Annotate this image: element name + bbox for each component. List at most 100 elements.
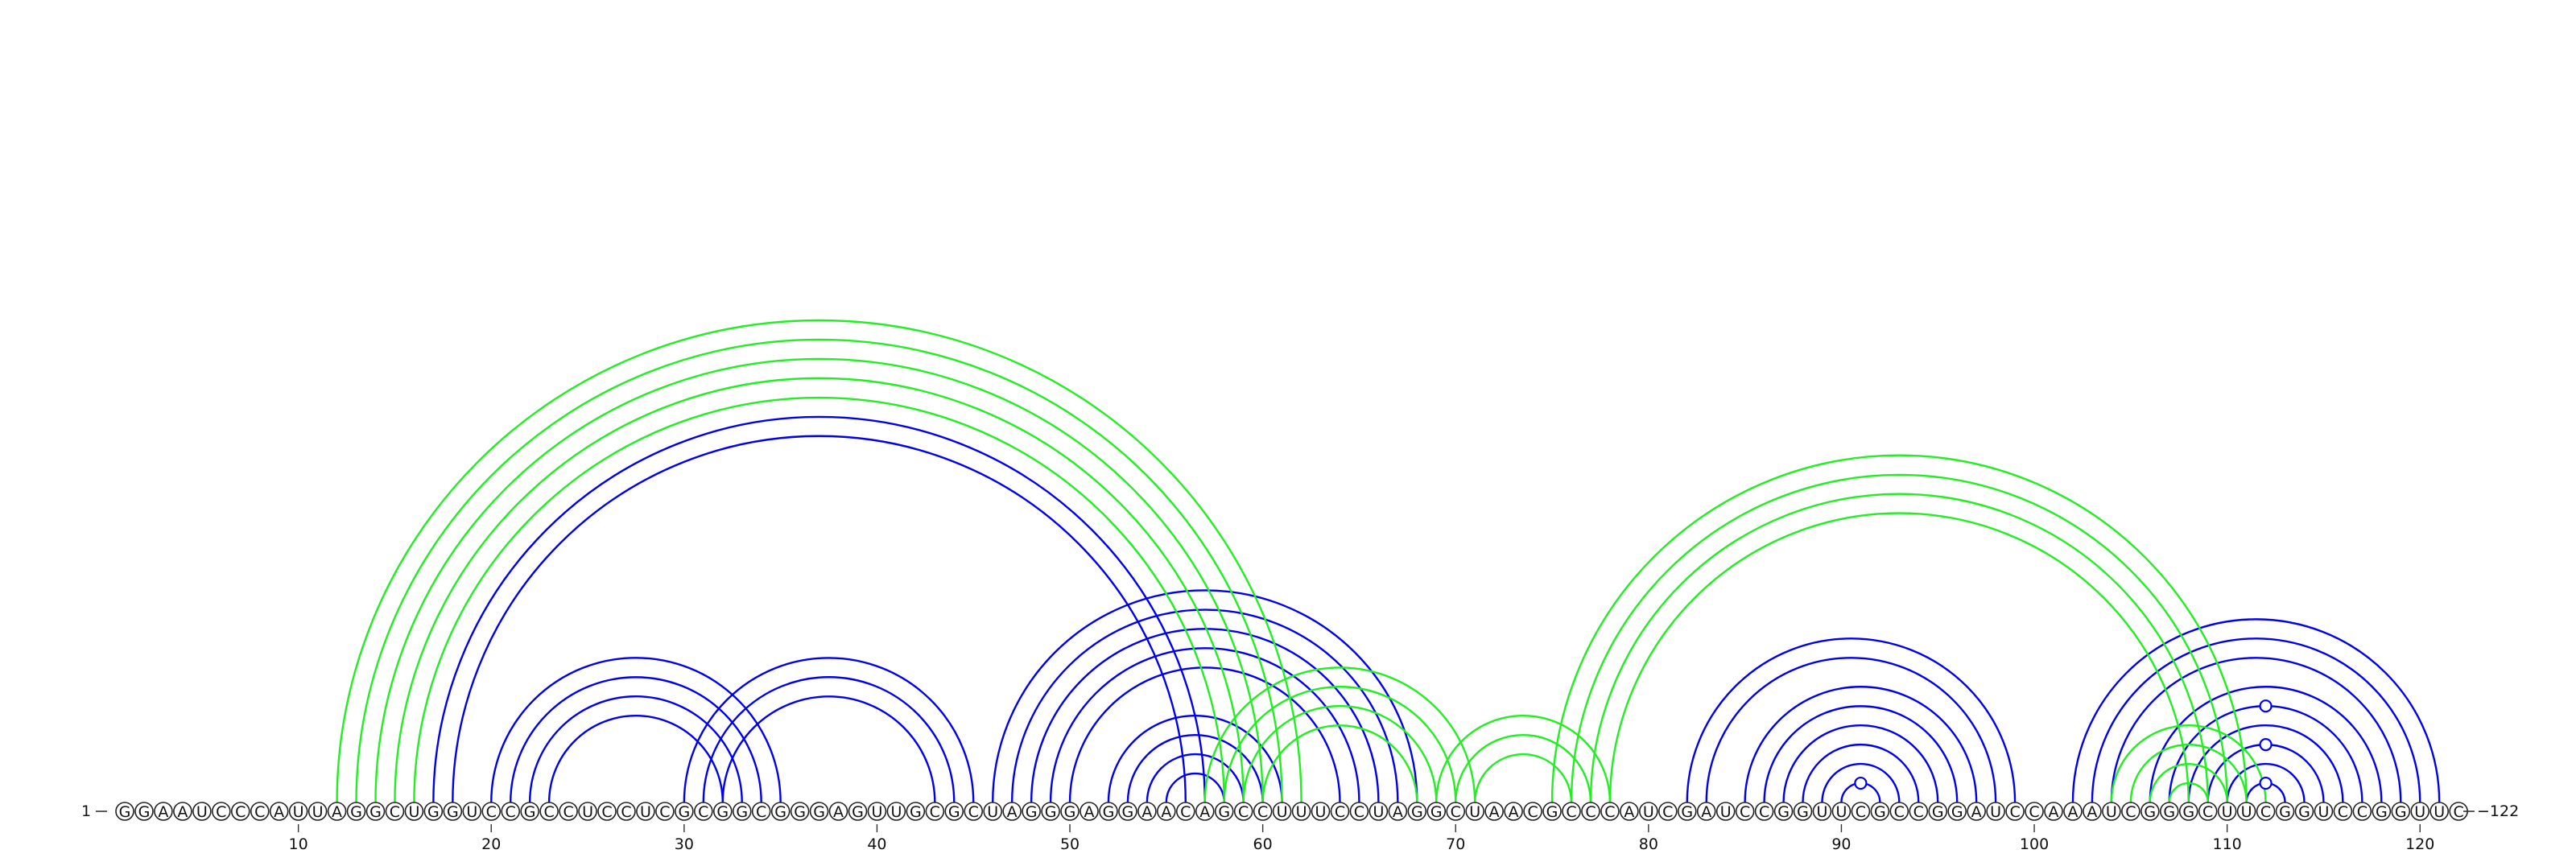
nucleotide-letter: A [1161,803,1171,821]
nucleotide-circle [1754,802,1774,821]
base-pair-arc-green [1261,724,1418,803]
nucleotide-letter: C [216,803,226,821]
nucleotide-circle [2044,802,2063,821]
nucleotide-circle [1060,802,1080,821]
nucleotide-circle [1562,802,1581,821]
nucleotide-letter: G [1045,803,1057,821]
nucleotide-circle [1735,802,1755,821]
nucleotide-letter: C [2260,803,2271,821]
nucleotide-letter: U [2414,803,2425,821]
base-pair-arc-blue [992,589,1418,803]
tick-label: 110 [2213,835,2242,853]
loop-markers [1854,699,2273,790]
nucleotide-circle [867,802,887,821]
nucleotide-circle [1233,802,1253,821]
nucleotide-letter: G [119,803,131,821]
nucleotide-circle [1080,802,1099,821]
base-pair-arc-green [1608,512,2190,803]
base-pair-arc-blue [1068,666,1341,803]
nucleotide-circle [1311,802,1331,821]
nucleotide-letter: C [1662,803,1673,821]
nucleotide-letter: U [582,803,593,821]
nucleotide-circle [964,802,984,821]
nucleotide-letter: G [813,803,825,821]
base-pair-arc-blue [1705,657,1997,803]
nucleotide-letter: A [1393,803,1403,821]
nucleotide-letter: G [852,803,864,821]
nucleotide-circle [423,802,444,821]
base-pair-arc-blue [432,415,1206,803]
nucleotide-letter: G [2298,803,2310,821]
nucleotide-letter: C [2454,803,2464,821]
nucleotide-circle [1002,802,1022,821]
tick-label: 30 [675,835,694,853]
loop-marker [2259,776,2273,790]
nucleotide-letter: A [1971,803,1982,821]
nucleotide-letter: A [332,803,342,821]
nucleotide-letter: A [1141,803,1152,821]
nucleotide-letter: C [2357,803,2368,821]
nucleotide-circle [944,802,964,821]
nucleotide-circle [539,802,559,821]
nucleotide-circle [1118,802,1137,821]
nucleotide-circle [1889,802,1909,821]
nucleotide-circle [1620,802,1639,821]
nucleotide-circle [154,802,173,821]
nucleotide-letter: U [2106,803,2117,821]
nucleotide-circle [1600,802,1620,821]
base-pair-arc-blue [721,695,936,803]
nucleotide-letter: G [427,803,440,821]
nucleotide-letter: C [1585,803,1596,821]
nucleotide-letter: C [1180,803,1191,821]
start-position-label: 1 [81,802,91,820]
nucleotide-letter: G [1777,803,1790,821]
nucleotide-circle [790,802,810,821]
nucleotide-circle [1504,802,1523,821]
nucleotide-letter: G [2182,803,2194,821]
nucleotide-letter: C [621,803,631,821]
nucleotide-letter: A [158,803,168,821]
base-pair-arc-blue [2091,637,2421,803]
nucleotide-circle [2314,802,2334,821]
base-pair-arc-green [355,338,1283,803]
nucleotide-circle [1099,802,1118,821]
nucleotide-circle [443,802,463,821]
tick-label: 90 [1831,835,1851,853]
base-pair-arc-green [1242,705,1438,803]
nucleotide-circle [1137,802,1157,821]
nucleotide-circle [2083,802,2102,821]
nucleotide-letter: G [2395,803,2407,821]
nucleotide-letter: C [543,803,554,821]
nucleotide-circle [655,802,675,821]
base-pair-arc-blue [1782,724,1939,803]
nucleotide-circle [2198,802,2218,821]
tick-label: 50 [1060,835,1080,853]
nucleotide-letter: U [1277,803,1288,821]
nucleotide-circle [1349,802,1369,821]
nucleotide-circle [1195,802,1215,821]
nucleotide-circle [2159,802,2179,821]
nucleotide-letter: G [910,803,922,821]
base-pair-arc-green [394,377,1245,803]
nucleotide-letter: G [1103,803,1115,821]
nucleotide-circle [2333,802,2353,821]
nucleotide-letter: C [1856,803,1866,821]
nucleotide-circle [1176,802,1195,821]
nucleotide-circle [385,802,405,821]
nucleotide-letter: A [1084,803,1095,821]
base-pair-arc-blue [1744,686,1978,803]
nucleotide-circle [269,802,289,821]
nucleotide-circle [617,802,636,821]
nucleotide-letter: U [640,803,651,821]
nucleotide-letter: C [1759,803,1769,821]
tick-label: 60 [1253,835,1273,853]
nucleotide-letter: C [1527,803,1538,821]
base-pair-arc-blue [1821,762,1901,803]
base-pair-arc-green [374,357,1264,803]
base-pair-arc-blue [2187,724,2344,803]
nucleotide-letter: U [408,803,419,821]
nucleotide-circle [115,802,134,821]
nucleotide-letter: C [930,803,940,821]
tick-label: 10 [289,835,308,853]
